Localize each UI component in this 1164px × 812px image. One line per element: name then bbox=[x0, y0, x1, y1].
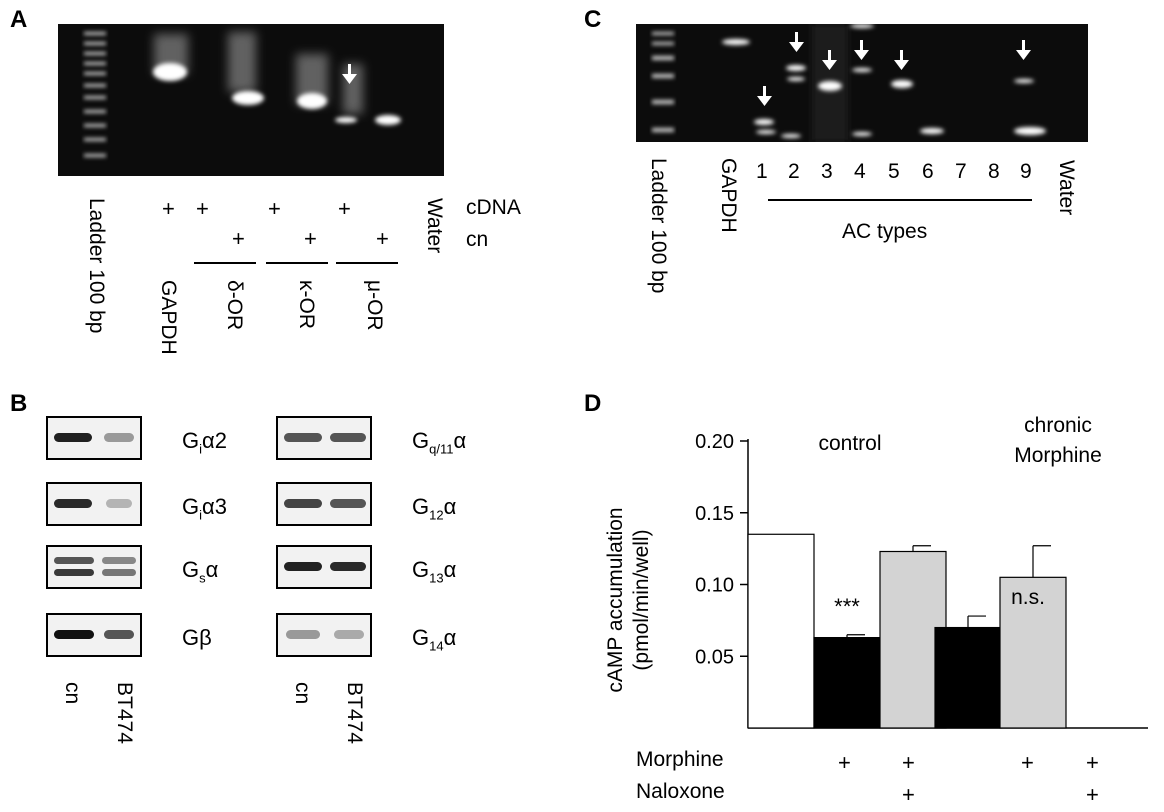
lane-label-water-a: Water bbox=[423, 198, 446, 254]
blot-g13a bbox=[276, 545, 372, 589]
lane-label-cn-left: cn bbox=[61, 682, 84, 705]
panel-letter-c: C bbox=[584, 6, 602, 33]
plus-morphine-4: + bbox=[1086, 750, 1099, 775]
protein-label-gia2: Giα2 bbox=[182, 428, 227, 457]
ac-group-line bbox=[768, 199, 1032, 201]
row-label-cdna: cDNA bbox=[466, 196, 521, 219]
protein-label-gbeta: Gβ bbox=[182, 625, 212, 650]
panel-letter-a: A bbox=[10, 6, 28, 33]
lane-label-bt474-left: BT474 bbox=[113, 682, 136, 744]
y-tick-label: 0.15 bbox=[695, 503, 734, 525]
significance-annotation: *** bbox=[834, 594, 860, 619]
plus-naloxone-1: + bbox=[902, 782, 915, 807]
lane-label-mu-or: μ-OR bbox=[363, 280, 386, 331]
blot-gia2 bbox=[46, 416, 142, 460]
protein-label-g14a: G14α bbox=[412, 625, 457, 654]
y-axis-label: cAMP accumulation bbox=[604, 507, 627, 692]
plus-cn-mu: + bbox=[376, 226, 389, 251]
panel-letter-d: D bbox=[584, 390, 602, 417]
group-label-control: control bbox=[818, 432, 881, 455]
camp-bar-chart: 0.05 0.10 0.15 0.20 cAMP accumulation (pmol/m… bbox=[604, 414, 1148, 729]
protein-label-gia3: Giα3 bbox=[182, 494, 227, 523]
row-label-morphine: Morphine bbox=[636, 748, 724, 771]
ac-number-7: 7 bbox=[955, 160, 967, 183]
plus-morphine-3: + bbox=[1021, 750, 1034, 775]
ac-number-5: 5 bbox=[888, 160, 900, 183]
plus-cn-delta: + bbox=[232, 226, 245, 251]
lane-label-bt474-right: BT474 bbox=[343, 682, 366, 744]
row-label-naloxone: Naloxone bbox=[636, 780, 725, 803]
protein-label-gq11a: Gq/11α bbox=[412, 428, 467, 457]
ac-number-2: 2 bbox=[788, 160, 800, 183]
plus-cdna-mu: + bbox=[338, 196, 351, 221]
lane-label-gapdh-a: GAPDH bbox=[157, 280, 180, 355]
lane-label-ladder-c: Ladder 100 bp bbox=[647, 158, 670, 294]
group-line-delta bbox=[194, 262, 256, 264]
bar-4 bbox=[999, 576, 1067, 729]
plus-cdna-gapdh: + bbox=[162, 196, 175, 221]
blot-gsa bbox=[46, 545, 142, 589]
plus-cdna-kappa: + bbox=[268, 196, 281, 221]
protein-label-g13a: G13α bbox=[412, 557, 457, 586]
bar-1 bbox=[813, 636, 881, 729]
protein-label-gsa: Gsα bbox=[182, 557, 219, 586]
ac-group-label: AC types bbox=[842, 220, 928, 243]
blot-gbeta bbox=[46, 613, 142, 657]
group-line-mu bbox=[336, 262, 398, 264]
ac-number-3: 3 bbox=[821, 160, 833, 183]
plus-naloxone-2: + bbox=[1086, 782, 1099, 807]
y-tick-label: 0.10 bbox=[695, 575, 734, 597]
ns-annotation: n.s. bbox=[1011, 586, 1045, 609]
group-label-morphine: Morphine bbox=[1014, 444, 1102, 467]
blot-g12a bbox=[276, 482, 372, 526]
plus-morphine-1: + bbox=[838, 750, 851, 775]
lane-label-water-c: Water bbox=[1055, 160, 1078, 216]
ac-number-1: 1 bbox=[756, 160, 768, 183]
ac-number-8: 8 bbox=[988, 160, 1000, 183]
blot-g14a bbox=[276, 613, 372, 657]
bar-3 bbox=[934, 626, 1002, 729]
blot-gia3 bbox=[46, 482, 142, 526]
plus-cdna-delta: + bbox=[196, 196, 209, 221]
bar-0 bbox=[747, 533, 815, 729]
ac-number-6: 6 bbox=[922, 160, 934, 183]
y-tick-label: 0.05 bbox=[695, 646, 734, 668]
lane-label-kappa-or: κ-OR bbox=[295, 280, 318, 329]
ac-number-9: 9 bbox=[1020, 160, 1032, 183]
y-tick-label: 0.20 bbox=[695, 431, 734, 453]
lane-label-gapdh-c: GAPDH bbox=[717, 158, 740, 233]
ac-number-4: 4 bbox=[854, 160, 866, 183]
group-line-kappa bbox=[266, 262, 328, 264]
protein-label-g12a: G12α bbox=[412, 494, 457, 523]
y-axis-label-units: (pmol/min/well) bbox=[630, 529, 653, 670]
group-label-chronic: chronic bbox=[1024, 414, 1092, 437]
blot-gq11a bbox=[276, 416, 372, 460]
plus-cn-kappa: + bbox=[304, 226, 317, 251]
gel-image-c bbox=[636, 24, 1088, 142]
plus-morphine-2: + bbox=[902, 750, 915, 775]
lane-label-cn-right: cn bbox=[291, 682, 314, 705]
panel-letter-b: B bbox=[10, 390, 28, 417]
gel-image-a bbox=[58, 24, 444, 176]
lane-label-ladder-a: Ladder 100 bp bbox=[85, 198, 108, 334]
row-label-cn: cn bbox=[466, 228, 489, 251]
lane-label-delta-or: δ-OR bbox=[223, 280, 246, 331]
